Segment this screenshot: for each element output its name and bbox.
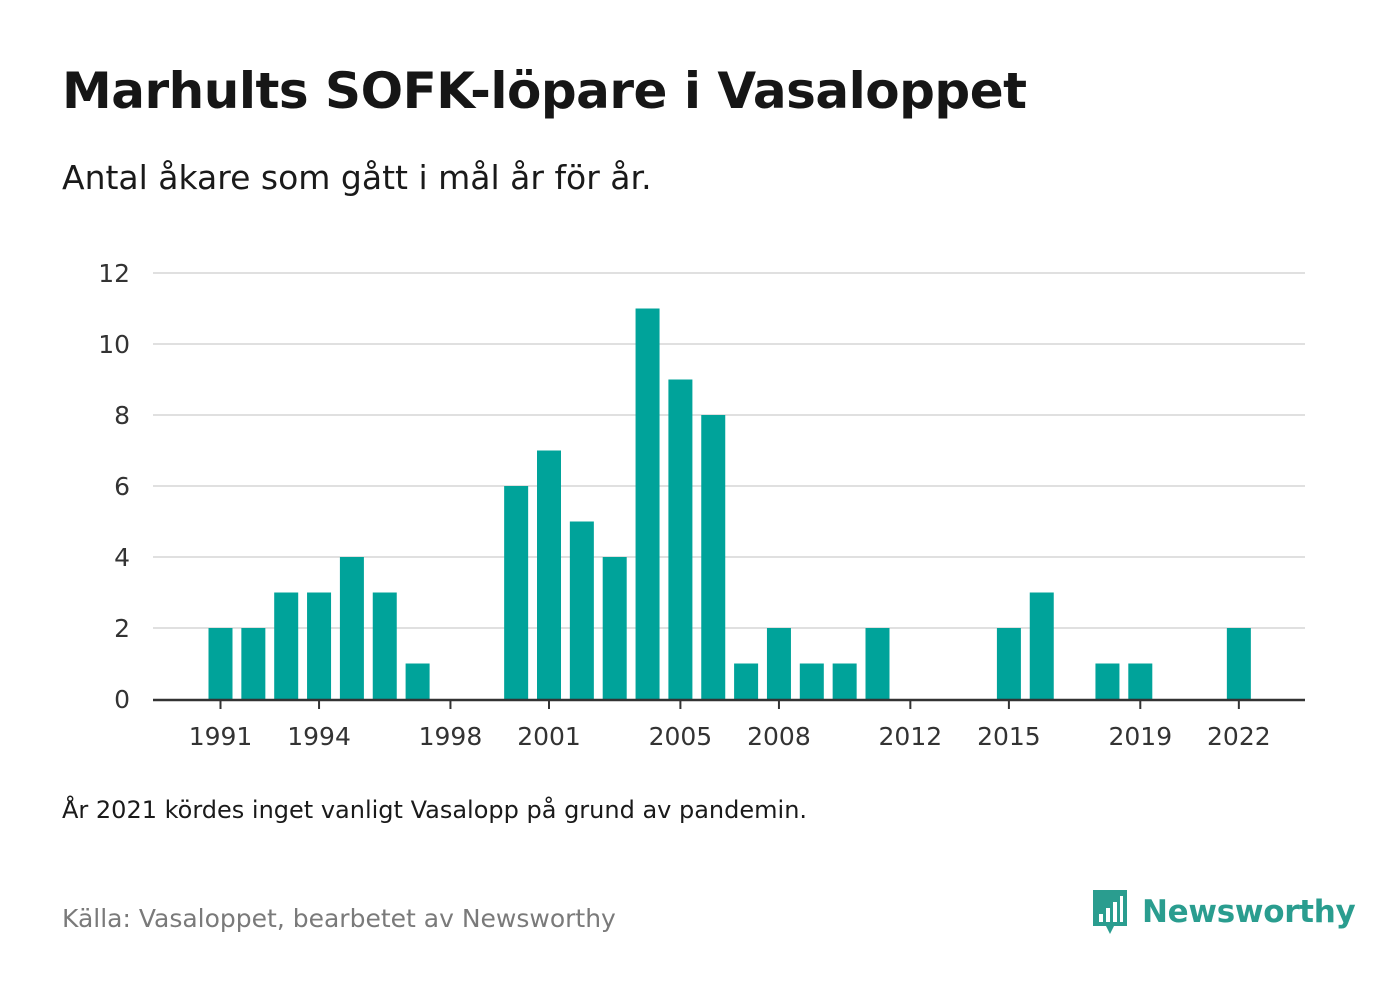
bar-2018 [1095, 663, 1120, 699]
bar-2002 [569, 521, 594, 699]
bar-2005 [668, 379, 693, 699]
bar-1996 [372, 592, 397, 699]
x-tick-label: 2015 [977, 722, 1041, 751]
bar-1992 [241, 628, 266, 699]
x-tick-label: 1991 [189, 722, 253, 751]
y-axis-ticks: 0 2 4 6 8 10 12 [98, 259, 130, 714]
bar-2011 [865, 628, 890, 699]
bar-2019 [1128, 663, 1153, 699]
y-tick-label: 12 [98, 259, 130, 288]
chart-title: Marhults SOFK-löpare i Vasaloppet [62, 62, 1027, 120]
x-tick-label: 2022 [1207, 722, 1271, 751]
x-tick-label: 1994 [287, 722, 351, 751]
bar-1993 [274, 592, 299, 699]
gridlines [153, 272, 1305, 629]
bar-2015 [996, 628, 1021, 699]
brand-name: Newsworthy [1142, 894, 1356, 930]
bar-2003 [602, 557, 627, 699]
y-tick-label: 0 [114, 685, 130, 714]
y-tick-label: 8 [114, 401, 130, 430]
y-tick-label: 6 [114, 472, 130, 501]
bar-2009 [799, 663, 824, 699]
bars [208, 308, 1251, 699]
y-tick-label: 10 [98, 330, 130, 359]
x-tick-label: 2001 [517, 722, 581, 751]
bar-1995 [339, 557, 364, 699]
chart-subtitle: Antal åkare som gått i mål år för år. [62, 158, 652, 197]
bar-2001 [537, 450, 561, 699]
bar-1994 [307, 592, 332, 699]
x-tick-label: 1998 [419, 722, 483, 751]
source-text: Källa: Vasaloppet, bearbetet av Newswort… [62, 904, 616, 933]
x-tick-label: 2012 [879, 722, 943, 751]
x-tick-label: 2005 [649, 722, 713, 751]
bar-2007 [734, 663, 759, 699]
x-axis-ticks: 1991 1994 1998 2001 2005 2008 2012 2015 2019 2022 [189, 701, 1271, 751]
bar-2008 [766, 628, 791, 699]
y-tick-label: 4 [114, 543, 130, 572]
bar-2010 [832, 663, 857, 699]
x-tick-label: 2008 [747, 722, 811, 751]
y-tick-label: 2 [114, 614, 130, 643]
bar-1997 [405, 663, 430, 699]
bar-2016 [1029, 592, 1054, 699]
newsworthy-logo: Newsworthy [1090, 888, 1356, 936]
bar-2000 [504, 486, 529, 699]
newsworthy-logo-icon [1093, 890, 1127, 934]
footnote: År 2021 kördes inget vanligt Vasalopp på… [62, 796, 808, 824]
bar-2006 [701, 415, 726, 699]
bar-2004 [635, 308, 660, 699]
bar-1991 [208, 628, 233, 699]
x-tick-label: 2019 [1108, 722, 1172, 751]
bar-chart: 0 2 4 6 8 10 12 1991 1994 1998 2001 2005 2008 2012 20… [98, 259, 1305, 751]
bar-2022 [1226, 628, 1251, 699]
